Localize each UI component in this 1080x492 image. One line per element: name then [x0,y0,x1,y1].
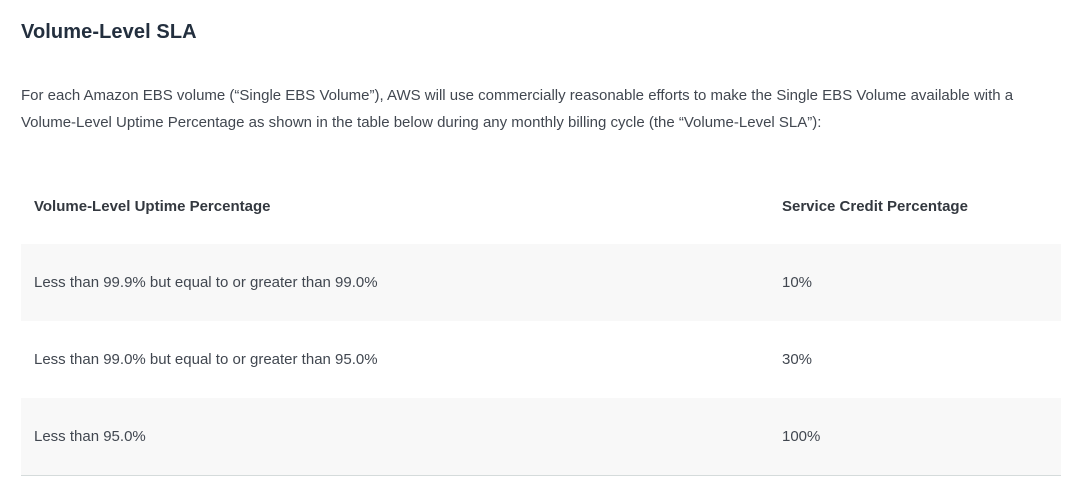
credit-cell: 10% [782,274,813,291]
column-header-service-credit: Service Credit Percentage [782,198,968,215]
uptime-cell: Less than 99.9% but equal to or greater … [34,274,378,291]
table-header-row: Volume-Level Uptime Percentage Service C… [21,198,1061,244]
uptime-cell: Less than 95.0% [21,398,769,476]
credit-cell: 30% [782,351,813,368]
column-header-uptime-percentage: Volume-Level Uptime Percentage [34,198,271,215]
intro-paragraph: For each Amazon EBS volume (“Single EBS … [21,87,1014,131]
credit-cell: 100% [769,398,1061,476]
uptime-cell: Less than 99.0% but equal to or greater … [34,351,378,368]
section-title: Volume-Level SLA [21,21,197,43]
table-row: Less than 95.0% 100% [21,398,1061,476]
table-row: Less than 99.9% but equal to or greater … [21,244,1061,321]
table-row: Less than 99.0% but equal to or greater … [21,321,1061,398]
sla-table: Volume-Level Uptime Percentage Service C… [21,198,1061,476]
